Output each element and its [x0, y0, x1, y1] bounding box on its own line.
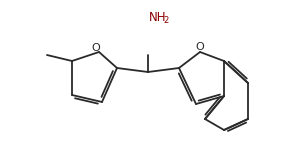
Text: O: O [196, 42, 204, 52]
Text: 2: 2 [163, 16, 168, 24]
Text: O: O [92, 43, 100, 53]
Text: NH: NH [149, 10, 166, 24]
